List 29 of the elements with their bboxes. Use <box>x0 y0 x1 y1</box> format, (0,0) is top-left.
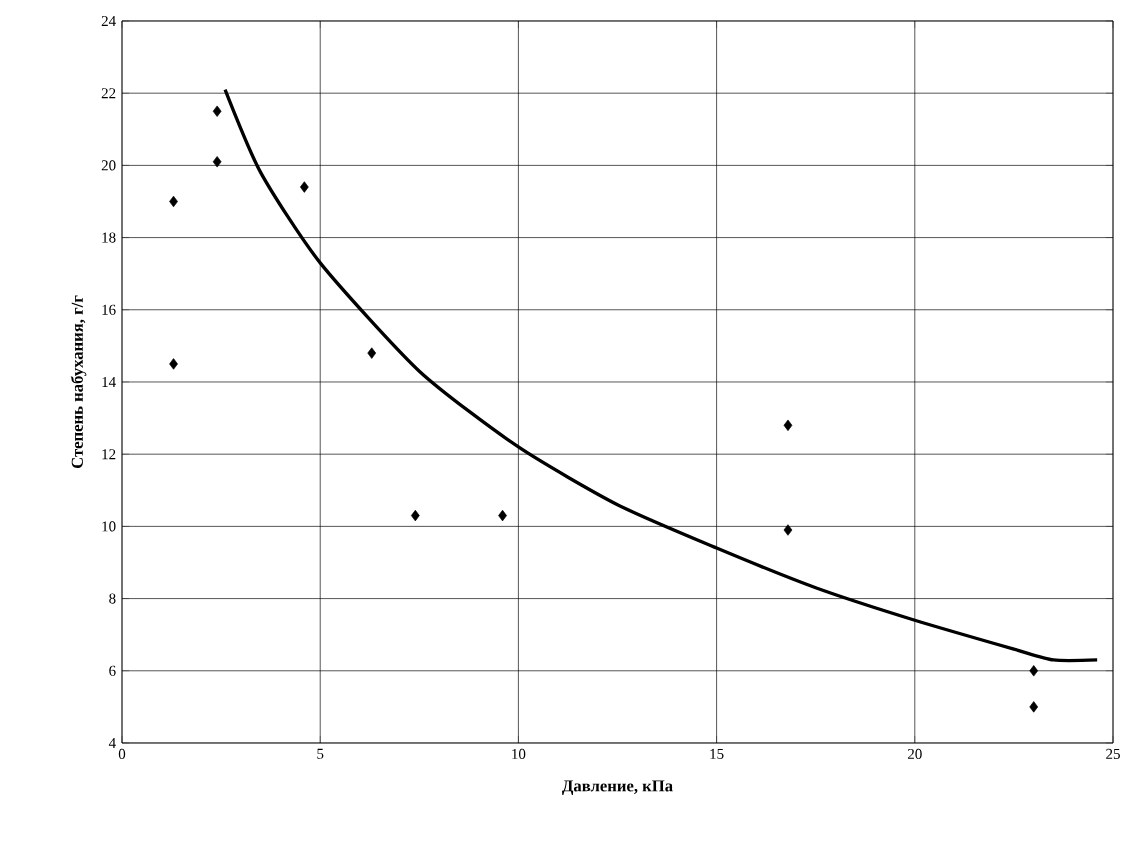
x-tick-label: 0 <box>118 748 126 760</box>
point <box>1029 701 1039 713</box>
y-tick-label: 14 <box>102 377 116 387</box>
point <box>783 524 793 536</box>
point <box>212 105 222 117</box>
point <box>169 358 178 370</box>
y-tick-label: 8 <box>109 593 116 604</box>
y-tick-label: 4 <box>108 738 116 748</box>
y-tick-label: 6 <box>109 665 116 676</box>
y-tick-label: 12 <box>102 449 116 460</box>
x-tick-label: 10 <box>512 748 526 760</box>
y-tick-label: 22 <box>101 88 116 99</box>
x-tick-label: 20 <box>907 748 922 760</box>
x-tick-label: 25 <box>1106 748 1120 759</box>
point <box>1029 665 1039 677</box>
y-tick-label: 18 <box>102 232 116 243</box>
y-axis-title: Степень набухания, г/г <box>70 295 87 469</box>
point <box>783 419 793 431</box>
y-tick-label: 24 <box>101 16 116 26</box>
y-tick-label: 10 <box>102 521 116 532</box>
x-axis-title: Давление, кПа <box>562 780 673 795</box>
point <box>212 156 222 168</box>
line-series <box>223 87 1099 663</box>
point <box>367 347 377 359</box>
y-tick-label: 16 <box>102 304 116 315</box>
point <box>300 181 309 193</box>
y-tick-label: 20 <box>101 160 116 171</box>
x-tick-label: 15 <box>710 748 724 759</box>
x-tick-label: 5 <box>317 748 324 759</box>
